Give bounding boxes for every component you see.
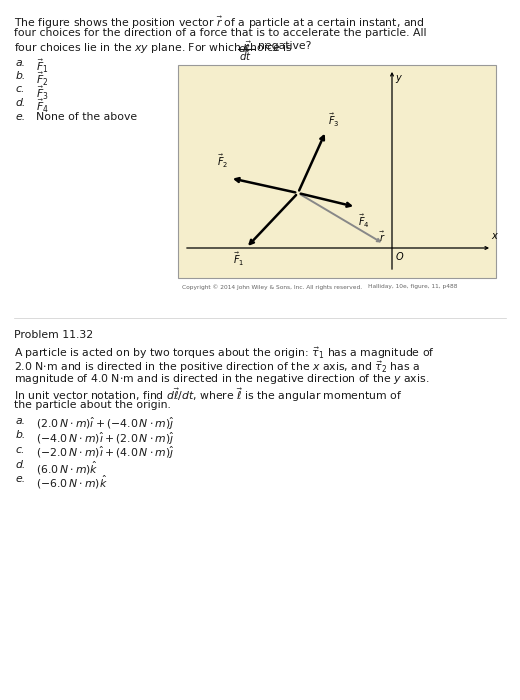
- Text: Problem 11.32: Problem 11.32: [14, 330, 93, 340]
- Text: b.: b.: [16, 430, 27, 440]
- Text: c.: c.: [16, 85, 25, 95]
- Text: $\vec{r}$: $\vec{r}$: [379, 230, 385, 244]
- Text: e.: e.: [16, 474, 26, 484]
- Text: $\vec{F}_1$: $\vec{F}_1$: [232, 251, 244, 268]
- Text: magnitude of 4.0 N$\cdot$m and is directed in the negative direction of the $y$ : magnitude of 4.0 N$\cdot$m and is direct…: [14, 372, 430, 386]
- Text: negative?: negative?: [258, 41, 311, 51]
- Text: None of the above: None of the above: [36, 111, 137, 122]
- Text: $(6.0\,N \cdot m)\hat{k}$: $(6.0\,N \cdot m)\hat{k}$: [36, 459, 99, 477]
- Text: four choices lie in the $xy$ plane. For which choice is: four choices lie in the $xy$ plane. For …: [14, 41, 293, 55]
- Text: a.: a.: [16, 416, 26, 426]
- Text: A particle is acted on by two torques about the origin: $\vec{\tau}_1$ has a mag: A particle is acted on by two torques ab…: [14, 346, 435, 361]
- Bar: [178, 65, 496, 278]
- Text: $\vec{F}_3$: $\vec{F}_3$: [36, 85, 48, 102]
- Text: $\vec{F}_4$: $\vec{F}_4$: [358, 213, 370, 230]
- Text: four choices for the direction of a force that is to accelerate the particle. Al: four choices for the direction of a forc…: [14, 27, 426, 38]
- Text: Copyright © 2014 John Wiley & Sons, Inc. All rights reserved.: Copyright © 2014 John Wiley & Sons, Inc.…: [182, 284, 362, 290]
- Text: the particle about the origin.: the particle about the origin.: [14, 400, 171, 410]
- Text: b.: b.: [16, 71, 27, 81]
- Text: The figure shows the position vector $\vec{r}$ of a particle at a certain instan: The figure shows the position vector $\v…: [14, 14, 424, 31]
- Text: c.: c.: [16, 445, 25, 455]
- Text: d.: d.: [16, 98, 27, 108]
- Text: $(-2.0\,N \cdot m)\hat{\imath} + (4.0\,N \cdot m)\hat{\jmath}$: $(-2.0\,N \cdot m)\hat{\imath} + (4.0\,N…: [36, 445, 175, 461]
- Text: In unit vector notation, find $d\vec{\ell}/dt$, where $\vec{\ell}$ is the angula: In unit vector notation, find $d\vec{\el…: [14, 386, 402, 404]
- Text: $\vec{F}_4$: $\vec{F}_4$: [36, 98, 49, 116]
- Text: d.: d.: [16, 459, 27, 470]
- Text: $\vec{F}_2$: $\vec{F}_2$: [36, 71, 48, 88]
- Text: $O$: $O$: [395, 250, 404, 262]
- Text: 2.0 N$\cdot$m and is directed in the positive direction of the $x$ axis, and $\v: 2.0 N$\cdot$m and is directed in the pos…: [14, 359, 420, 375]
- Text: $\vec{F}_2$: $\vec{F}_2$: [217, 153, 228, 170]
- Text: a.: a.: [16, 57, 26, 67]
- Text: $(-4.0\,N \cdot m)\hat{\imath} + (2.0\,N \cdot m)\hat{\jmath}$: $(-4.0\,N \cdot m)\hat{\imath} + (2.0\,N…: [36, 430, 175, 447]
- Text: $\vec{F}_1$: $\vec{F}_1$: [36, 57, 48, 75]
- Text: $dt$: $dt$: [239, 50, 252, 62]
- Text: $d\vec{\ell}$: $d\vec{\ell}$: [238, 39, 252, 55]
- Text: $(2.0\,N \cdot m)\hat{\imath} + (-4.0\,N \cdot m)\hat{\jmath}$: $(2.0\,N \cdot m)\hat{\imath} + (-4.0\,N…: [36, 416, 175, 433]
- Text: e.: e.: [16, 111, 26, 122]
- Text: $\vec{F}_3$: $\vec{F}_3$: [328, 112, 340, 129]
- Text: $x$: $x$: [491, 231, 499, 241]
- Text: $(-6.0\,N \cdot m)\hat{k}$: $(-6.0\,N \cdot m)\hat{k}$: [36, 474, 108, 491]
- Text: $y$: $y$: [395, 73, 403, 85]
- Text: Halliday, 10e, figure, 11, p488: Halliday, 10e, figure, 11, p488: [368, 284, 458, 289]
